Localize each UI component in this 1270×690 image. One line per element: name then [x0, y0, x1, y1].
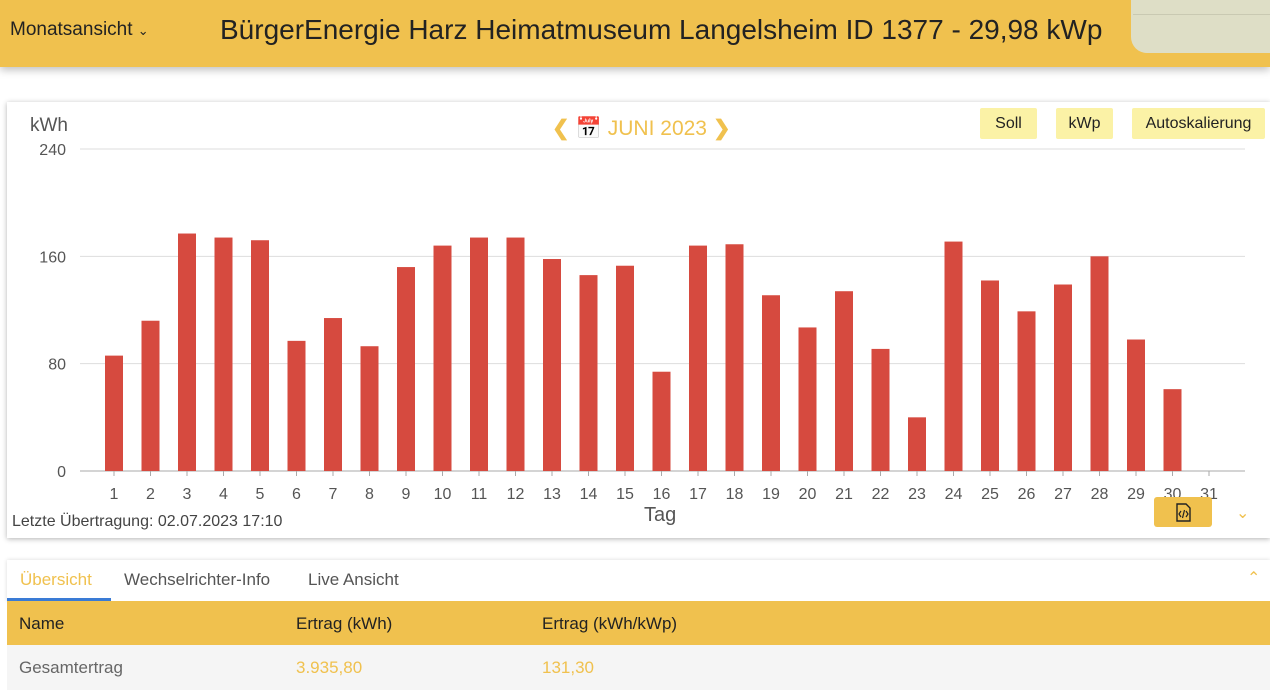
y-tick-label: 160 — [39, 249, 66, 266]
bar-day-11 — [470, 237, 488, 471]
bar-day-1 — [105, 355, 123, 471]
row-yield-kwh-kwp: 131,30 — [542, 658, 594, 677]
tab-bar: Übersicht Wechselrichter-Info Live Ansic… — [7, 560, 1270, 601]
x-tick-label: 12 — [507, 486, 525, 503]
page-title: BürgerEnergie Harz Heimatmuseum Langelsh… — [220, 14, 1103, 45]
x-tick-label: 20 — [799, 486, 817, 503]
bar-day-19 — [762, 295, 780, 471]
y-tick-label: 240 — [39, 142, 66, 159]
bar-day-9 — [397, 267, 415, 471]
autoscale-button[interactable]: Autoskalierung — [1132, 108, 1265, 139]
bar-day-3 — [178, 233, 196, 471]
x-tick-label: 16 — [653, 486, 671, 503]
table-row: Gesamtertrag 3.935,80 131,30 — [7, 645, 1270, 690]
bar-day-18 — [725, 244, 744, 471]
bar-day-14 — [579, 275, 598, 471]
chevron-right-icon[interactable]: ❯ — [712, 117, 731, 140]
bar-day-4 — [214, 237, 233, 471]
x-tick-label: 18 — [726, 486, 744, 503]
x-tick-label: 11 — [471, 486, 488, 503]
bar-day-17 — [689, 245, 707, 471]
view-select[interactable]: Monatsansicht ⌄ — [10, 19, 149, 41]
x-tick-label: 5 — [256, 486, 265, 503]
file-code-icon — [1176, 503, 1191, 522]
bar-day-12 — [506, 237, 525, 471]
x-tick-label: 26 — [1018, 486, 1036, 503]
bar-day-21 — [835, 291, 853, 471]
bar-day-8 — [360, 346, 379, 471]
soll-button[interactable]: Soll — [980, 108, 1037, 139]
x-tick-label: 10 — [434, 486, 452, 503]
bar-day-29 — [1127, 339, 1145, 471]
bar-day-23 — [908, 417, 926, 471]
bar-day-25 — [981, 280, 999, 471]
header: Monatsansicht ⌄ BürgerEnergie Harz Heima… — [0, 0, 1270, 67]
x-tick-label: 27 — [1054, 486, 1072, 503]
x-tick-label: 14 — [580, 486, 598, 503]
month-nav: ❮ 📅 JUNI 2023 ❯ — [552, 116, 731, 141]
bar-day-16 — [652, 371, 671, 471]
col-yield-kwh: Ertrag (kWh) — [296, 614, 393, 633]
tab-overview[interactable]: Übersicht — [20, 570, 92, 589]
bar-day-2 — [141, 320, 160, 471]
bar-day-20 — [798, 327, 817, 471]
x-tick-label: 24 — [945, 486, 963, 503]
export-button[interactable] — [1154, 497, 1212, 527]
bar-day-13 — [543, 259, 561, 471]
x-tick-label: 25 — [981, 486, 999, 503]
y-tick-label: 80 — [48, 357, 66, 374]
x-tick-label: 9 — [402, 486, 411, 503]
view-select-label: Monatsansicht — [10, 19, 133, 40]
chevron-down-icon[interactable]: ⌄ — [1236, 505, 1250, 522]
header-panel — [1131, 0, 1270, 53]
x-tick-label: 19 — [762, 486, 780, 503]
bar-day-28 — [1090, 256, 1109, 471]
table-header: Name Ertrag (kWh) Ertrag (kWh/kWp) — [7, 601, 1270, 645]
row-yield-kwh: 3.935,80 — [296, 658, 363, 677]
x-tick-label: 7 — [329, 486, 338, 503]
tab-inverter-info[interactable]: Wechselrichter-Info — [124, 570, 271, 589]
tab-live-view[interactable]: Live Ansicht — [308, 570, 399, 589]
x-tick-label: 22 — [872, 486, 890, 503]
bar-day-22 — [871, 348, 890, 471]
col-name: Name — [19, 614, 65, 633]
row-name: Gesamtertrag — [19, 658, 123, 677]
kwp-button[interactable]: kWp — [1056, 108, 1113, 139]
x-tick-label: 2 — [146, 486, 155, 503]
chevron-up-icon[interactable]: ⌃ — [1247, 570, 1261, 587]
y-tick-label: 0 — [57, 464, 66, 481]
month-label[interactable]: JUNI 2023 — [607, 116, 707, 140]
y-axis-label: kWh — [30, 115, 68, 136]
bar-day-26 — [1017, 311, 1036, 471]
bar-day-5 — [251, 240, 269, 471]
x-tick-label: 1 — [110, 486, 119, 503]
x-axis-label: Tag — [644, 504, 677, 526]
calendar-icon[interactable]: 📅 — [575, 116, 602, 140]
x-tick-label: 3 — [183, 486, 192, 503]
col-yield-kwh-kwp: Ertrag (kWh/kWp) — [542, 614, 678, 633]
bar-day-6 — [287, 340, 306, 471]
bar-day-15 — [616, 265, 634, 471]
x-tick-label: 28 — [1091, 486, 1109, 503]
bar-day-27 — [1054, 284, 1072, 471]
bar-day-24 — [944, 241, 963, 471]
active-tab-indicator — [7, 598, 111, 601]
bar-day-30 — [1163, 389, 1182, 471]
chevron-left-icon[interactable]: ❮ — [552, 117, 570, 140]
x-tick-label: 17 — [689, 486, 707, 503]
x-tick-label: 13 — [543, 486, 561, 503]
x-tick-label: 8 — [365, 486, 374, 503]
x-tick-label: 29 — [1127, 486, 1145, 503]
x-tick-label: 21 — [835, 486, 853, 503]
x-tick-label: 15 — [616, 486, 634, 503]
x-tick-label: 6 — [292, 486, 301, 503]
chevron-down-icon: ⌄ — [137, 23, 149, 38]
x-tick-label: 23 — [908, 486, 926, 503]
last-transfer: Letzte Übertragung: 02.07.2023 17:10 — [12, 513, 283, 530]
bar-day-7 — [324, 318, 342, 471]
x-tick-label: 4 — [219, 486, 228, 503]
bar-day-10 — [433, 245, 452, 471]
